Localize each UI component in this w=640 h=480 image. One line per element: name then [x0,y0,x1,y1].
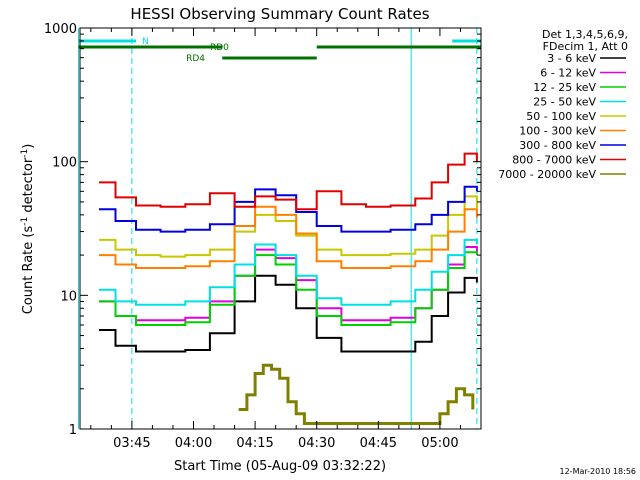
y-axis-label: Count Rate (s-1 detector-1) [20,144,36,315]
x-tick-label-0415: 04:15 [236,436,273,451]
legend-label-6: 300 - 800 keV [519,139,596,152]
legend-label-2: 12 - 25 keV [533,81,596,94]
plot-frame [79,27,482,430]
flag-label-rd4: RD4 [186,54,205,64]
y-axis-label-sup2: -1 [20,149,30,158]
y-tick-label-1000: 1000 [44,22,77,37]
x-tick-label-0430: 04:30 [298,436,335,451]
y-tick-label-100: 100 [52,156,77,171]
legend-label-3: 25 - 50 keV [533,96,596,109]
x-tick-label-0400: 04:00 [175,436,212,451]
flag-label-n: N [142,37,149,47]
y-tick-label-10: 10 [60,289,77,304]
legend-label-1: 6 - 12 keV [540,67,596,80]
legend-header-1: FDecim 1, Att 0 [543,40,628,53]
legend-header-0: Det 1,3,4,5,6,9, [542,28,628,41]
legend-label-4: 50 - 100 keV [526,110,596,123]
series-line-8 [238,363,475,425]
y-axis-label-sup1: -1 [20,217,30,226]
footer-date: 12-Mar-2010 18:56 [560,467,637,476]
series-line-7 [99,152,478,211]
series-line-3 [99,238,478,306]
legend-label-0: 3 - 6 keV [547,52,596,65]
series-line-2 [99,251,478,326]
legend-label-8: 7000 - 20000 keV [498,168,596,181]
x-axis-label: Start Time (05-Aug-09 03:32:22) [174,459,386,474]
x-tick-label-0445: 04:45 [360,436,397,451]
series-line-5 [99,205,478,269]
chart-axes: 1 10 100 1000 03:45 04:00 04:15 04:30 04:45 05:00 [44,22,482,451]
chart-marks: N RD0 RD4 [77,28,481,429]
x-tick-label-0500: 05:00 [421,436,458,451]
x-tick-label-0345: 03:45 [113,436,150,451]
y-tick-label-1: 1 [69,423,77,438]
series-line-0 [99,274,478,353]
flag-label-rd0: RD0 [210,43,229,53]
y-axis-label-main: Count Rate (s [21,226,36,315]
y-axis-label-end: ) [21,144,36,149]
plot-background [80,28,481,429]
chart-title: HESSI Observing Summary Count Rates [130,5,429,23]
legend-label-5: 100 - 300 keV [519,125,596,138]
chart-legend: Det 1,3,4,5,6,9,FDecim 1, Att 03 - 6 keV… [498,28,628,181]
y-axis-label-mid: detector [21,157,36,217]
legend-label-7: 800 - 7000 keV [512,154,596,167]
